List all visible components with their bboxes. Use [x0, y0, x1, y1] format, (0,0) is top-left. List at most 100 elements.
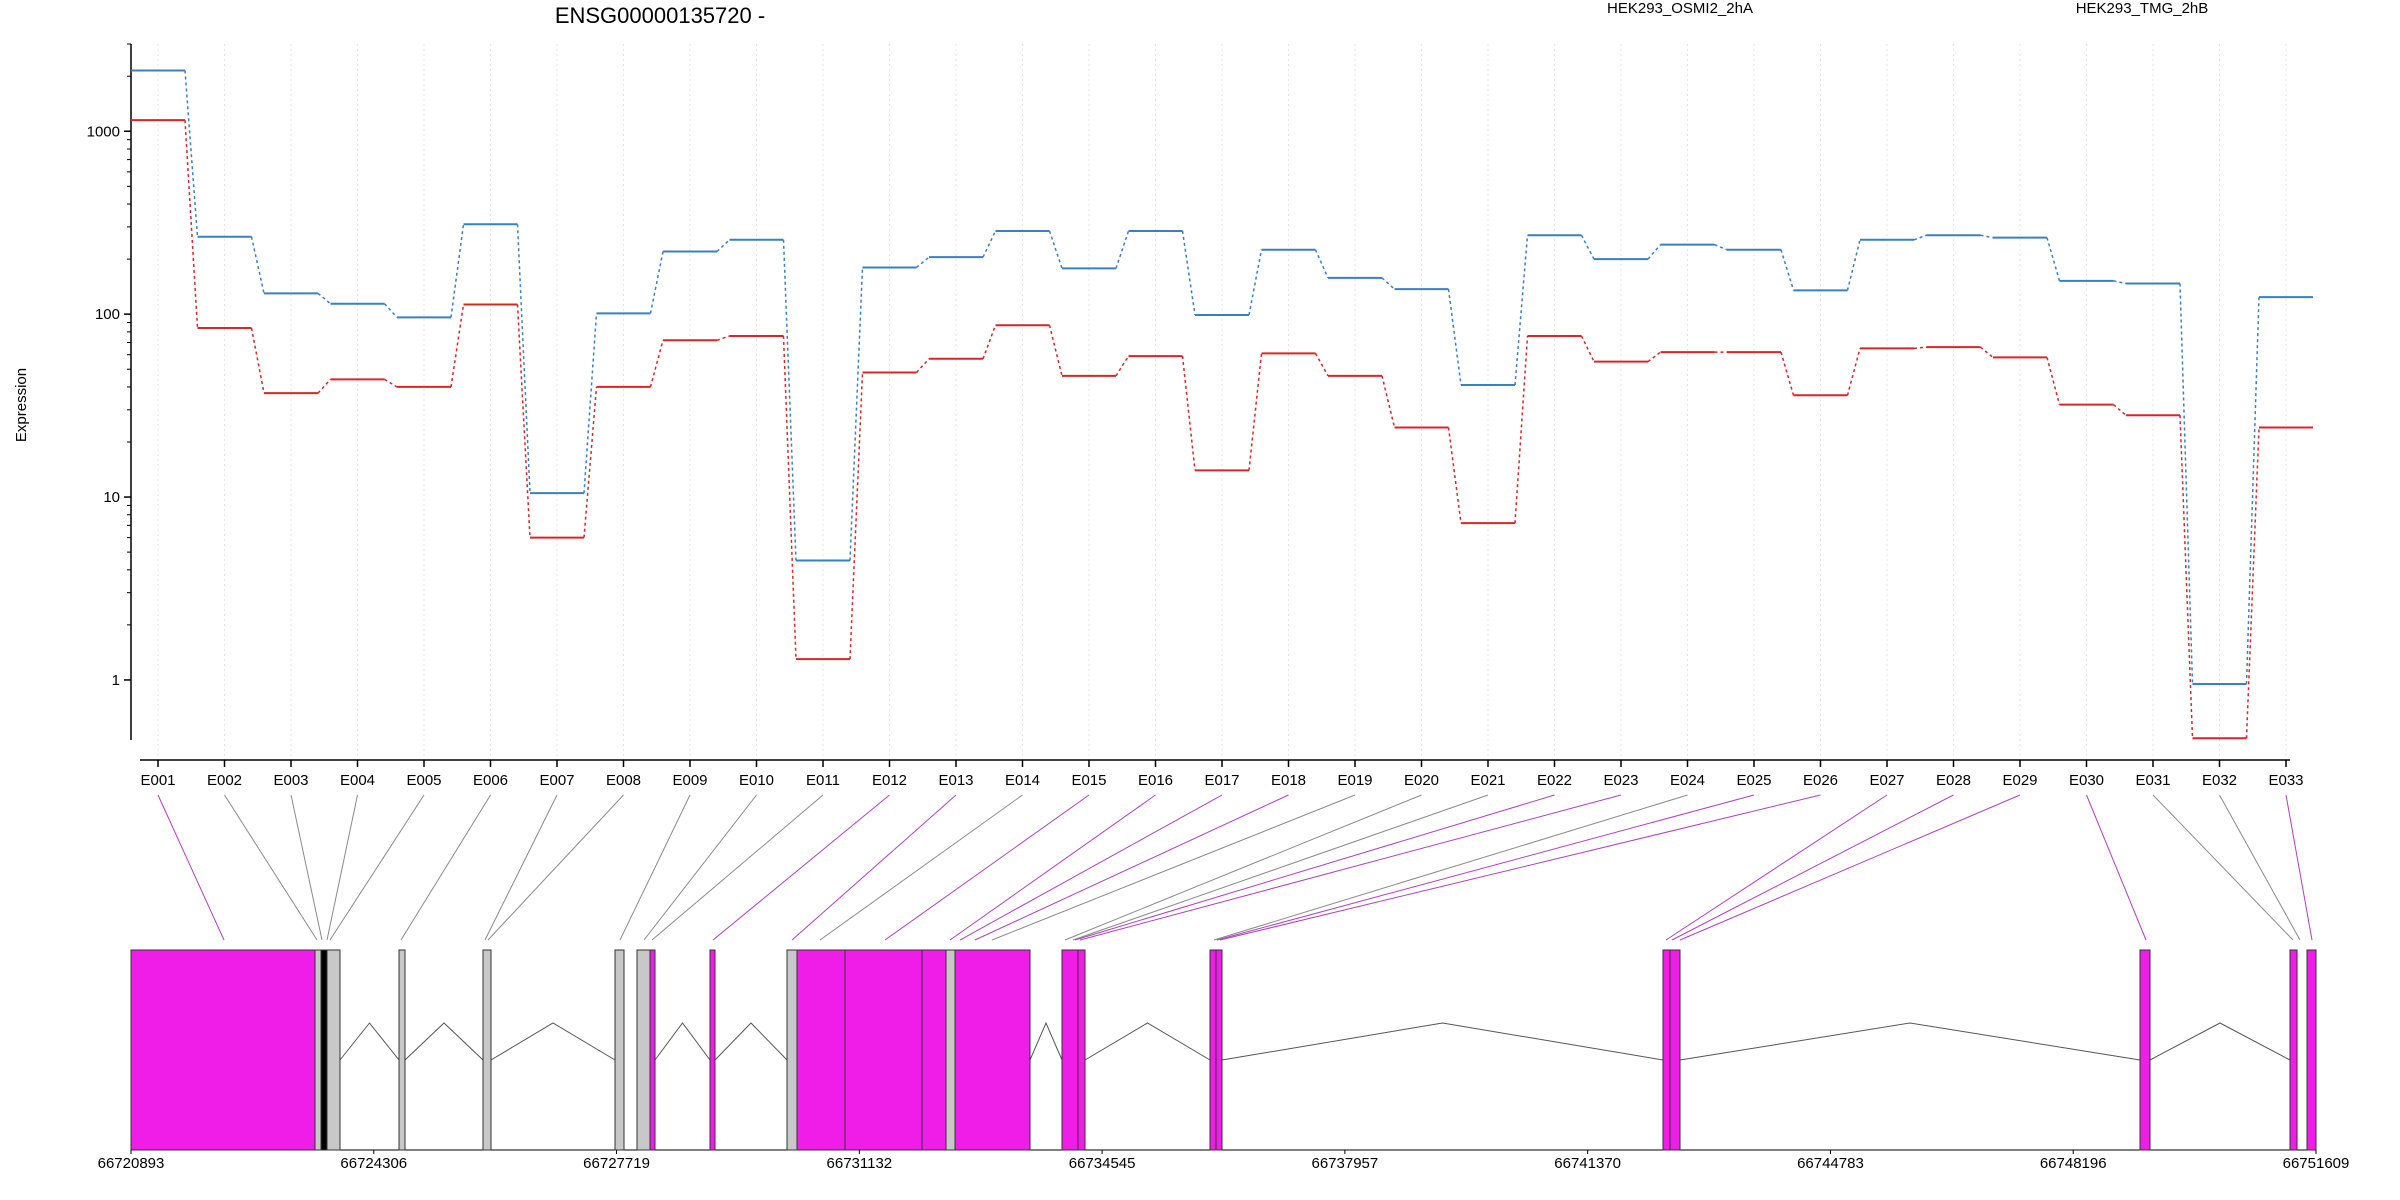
step-connector	[1048, 230, 1063, 269]
step-connector	[1115, 230, 1130, 269]
intron-line	[404, 1022, 484, 1061]
exon-connector-line	[326, 794, 358, 941]
exon-block	[636, 949, 651, 1151]
intron-line	[490, 1022, 616, 1061]
step-connector	[1314, 353, 1329, 377]
step-connector	[916, 256, 930, 269]
x-tick-label: E004	[340, 772, 375, 789]
exon-block	[1662, 949, 1671, 1151]
exon-connector-line	[884, 794, 1090, 941]
step-connector	[450, 304, 465, 388]
x-tick-label: E024	[1670, 772, 1705, 789]
intron-line	[1679, 1022, 2141, 1061]
x-tick-label: E031	[2135, 772, 2170, 789]
step-connector	[1115, 355, 1130, 377]
legend-entry-tmg: HEK293_TMG_2hB	[2076, 0, 2209, 17]
x-tick-label: E005	[406, 772, 441, 789]
step-connector	[1647, 351, 1661, 363]
step-connector	[250, 327, 265, 394]
exon-connector-line	[1213, 794, 1688, 941]
x-tick-label: E025	[1736, 772, 1771, 789]
exon-connector-line	[2219, 794, 2301, 941]
x-tick-label: E020	[1404, 772, 1439, 789]
coord-tick-label: 66731132	[827, 1155, 893, 1172]
step-connector	[1780, 351, 1795, 396]
step-connector	[1048, 325, 1063, 377]
coord-tick-label: 66724306	[340, 1155, 407, 1172]
step-connector	[982, 230, 997, 258]
exon-block	[320, 949, 328, 1151]
exon-connector-line	[487, 794, 624, 941]
coord-tick-label: 66737957	[1312, 1155, 1379, 1172]
exon-connector-line	[1072, 794, 1489, 941]
x-tick-label: E003	[273, 772, 308, 789]
exon-block	[1061, 949, 1079, 1151]
coord-tick-label: 66744783	[1797, 1155, 1864, 1172]
x-tick-label: E029	[2002, 772, 2037, 789]
exon-block	[954, 949, 1031, 1151]
exon-block	[130, 949, 316, 1151]
exon-connector-line	[290, 794, 323, 941]
step-connector	[716, 335, 730, 341]
step-connector	[583, 386, 598, 538]
step-connector	[1248, 249, 1263, 316]
exon-block	[649, 949, 656, 1151]
y-tick-label: 100	[95, 306, 120, 323]
step-connector	[1248, 353, 1263, 471]
x-tick-label: E015	[1071, 772, 1106, 789]
x-tick-label: E013	[938, 772, 973, 789]
step-connector	[384, 378, 398, 388]
exon-block	[2139, 949, 2151, 1151]
step-connector	[2179, 283, 2194, 685]
coord-tick-label: 66751609	[2283, 1155, 2350, 1172]
x-tick-label: E023	[1603, 772, 1638, 789]
coord-tick-label: 66748196	[2040, 1155, 2107, 1172]
step-connector	[1381, 277, 1396, 290]
x-tick-label: E006	[473, 772, 508, 789]
x-tick-label: E032	[2202, 772, 2237, 789]
exon-block	[921, 949, 947, 1151]
exon-connector-line	[643, 794, 757, 941]
exon-connector-line	[974, 794, 1289, 941]
exon-connector-line	[819, 794, 1023, 941]
x-tick-label: E026	[1803, 772, 1838, 789]
exon-block	[1215, 949, 1223, 1151]
exon-connector-line	[949, 794, 1156, 941]
step-connector	[1447, 427, 1462, 524]
step-connector	[516, 304, 531, 538]
step-connector	[2046, 357, 2061, 405]
step-connector	[1980, 234, 1994, 239]
step-connector	[2245, 297, 2260, 685]
x-tick-label: E027	[1869, 772, 1904, 789]
x-tick-label: E011	[806, 772, 840, 789]
coord-tick-label: 66727719	[583, 1155, 650, 1172]
step-connector	[1780, 249, 1795, 291]
exon-connector-line	[1074, 794, 1555, 941]
y-tick-label: 10	[103, 489, 120, 506]
step-connector	[1846, 348, 1861, 396]
step-connector	[2046, 237, 2061, 282]
step-connector	[1314, 249, 1329, 279]
series-layer	[131, 69, 2313, 740]
exon-connector-line	[991, 794, 1356, 941]
intron-line	[654, 1022, 711, 1061]
exon-block	[398, 949, 406, 1151]
exon-connector-line	[1064, 794, 1422, 941]
exon-connector-line	[959, 794, 1223, 941]
step-connector	[1514, 235, 1529, 386]
exon-block	[1209, 949, 1217, 1151]
exon-block	[709, 949, 716, 1151]
exon-block	[945, 949, 956, 1151]
step-connector	[1514, 335, 1529, 524]
exon-block	[1669, 949, 1681, 1151]
exon-connector-line	[484, 794, 558, 941]
step-connector	[1181, 230, 1196, 316]
exon-connector-line	[224, 794, 318, 941]
series-osmi2	[131, 119, 2313, 740]
x-tick-label: E021	[1470, 772, 1505, 789]
y-axis-label: Expression	[13, 368, 30, 442]
step-connector	[1846, 239, 1861, 291]
step-connector	[1913, 234, 1927, 241]
axes: 1 10 100 1000 E001 E002 E003 E004 E005 E006 E007 E0…	[87, 43, 2304, 789]
